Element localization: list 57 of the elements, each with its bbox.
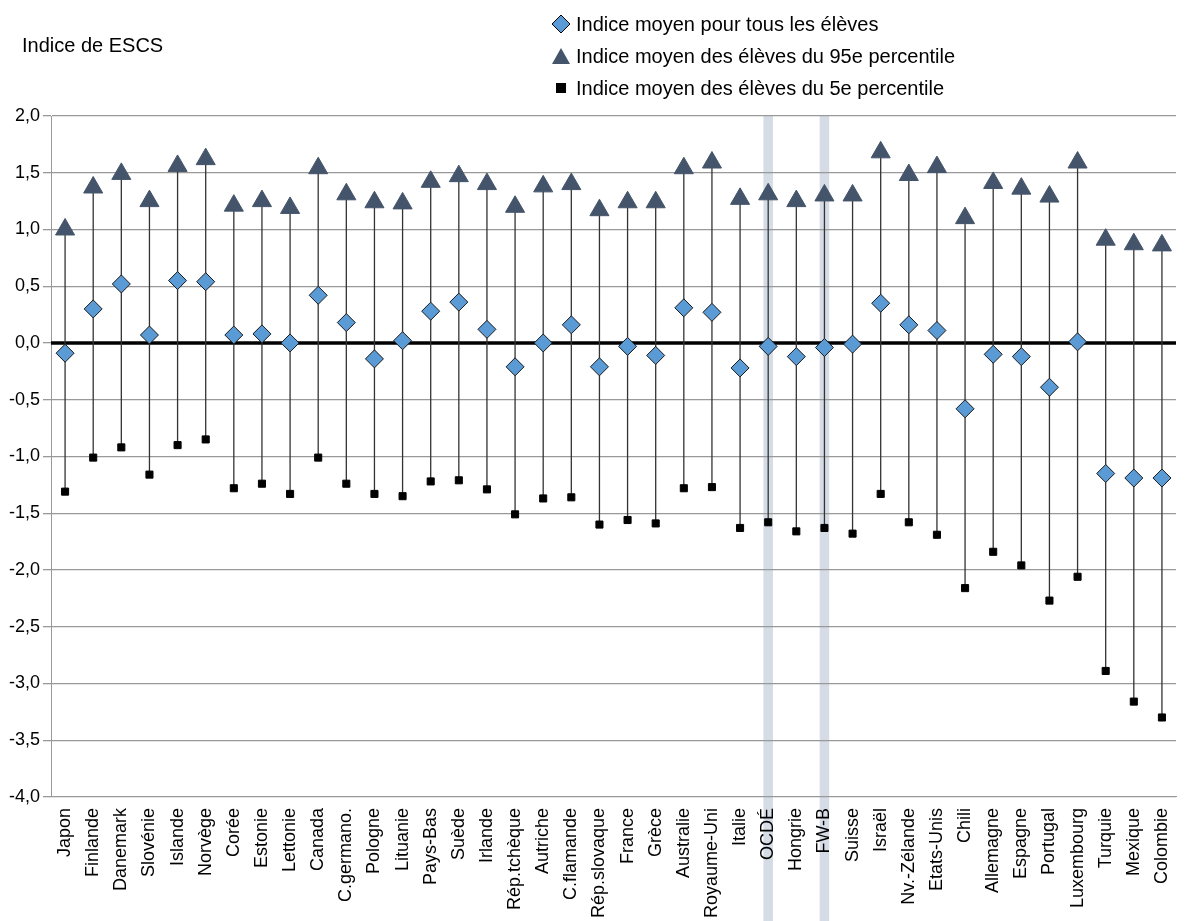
x-tick-label: Suède (447, 807, 468, 860)
x-tick-label: Islande (166, 807, 187, 866)
x-tick-label: Danemark (110, 806, 131, 891)
x-tick-label: Corée (222, 807, 243, 857)
x-tick-label: Luxembourg (1066, 807, 1087, 908)
x-tick-label: Portugal (1038, 807, 1059, 875)
y-tick-label: 1,5 (14, 161, 41, 182)
y-tick-label: -3,0 (8, 672, 41, 693)
y-tick-label: -1,0 (8, 445, 41, 466)
x-tick-label: Rép.slovaque (588, 807, 609, 918)
x-tick-label: Estonie (250, 807, 271, 868)
y-tick-label: -2,0 (8, 558, 41, 579)
x-tick-label: Slovénie (138, 807, 159, 877)
x-tick-label: Israël (869, 807, 890, 852)
x-tick-label: Finlande (82, 807, 103, 877)
x-tick-label: FW-B (813, 807, 834, 854)
x-tick-label: Norvège (194, 807, 215, 876)
x-tick-label: Pays-Bas (419, 807, 440, 885)
legend-label: Indice moyen des élèves du 95e percentile (576, 44, 956, 68)
x-tick-label: Mexique (1122, 807, 1143, 876)
x-tick-label: Autriche (532, 807, 553, 874)
y-axis-title: Indice de ESCS (22, 33, 165, 58)
y-tick-label: 1,0 (14, 218, 41, 239)
y-tick-label: -1,5 (8, 502, 41, 523)
x-tick-label: Lettonie (279, 807, 300, 872)
x-tick-label: Hongrie (785, 807, 806, 871)
y-tick-label: 0,5 (14, 275, 41, 296)
x-tick-label: Grèce (644, 807, 665, 857)
x-tick-label: OCDÉ (757, 807, 778, 860)
y-tick-label: 0,0 (14, 331, 41, 352)
x-tick-label: Canada (307, 806, 328, 871)
y-tick-label: 2,0 (14, 104, 41, 125)
legend-label: Indice moyen pour tous les élèves (576, 12, 879, 36)
x-tick-label: Chili (954, 807, 975, 843)
x-tick-label: Turquie (1094, 807, 1115, 869)
x-tick-label: Irlande (475, 807, 496, 863)
x-tick-label: Japon (54, 807, 75, 857)
x-tick-label: Espagne (1010, 807, 1031, 879)
x-tick-label: Etats-Unis (925, 807, 946, 891)
x-tick-label: France (616, 807, 637, 864)
x-tick-label: Royaume-Uni (700, 807, 721, 918)
x-tick-label: Colombie (1150, 807, 1171, 884)
x-tick-label: Allemagne (982, 807, 1003, 893)
y-tick-label: -3,5 (8, 729, 41, 750)
x-tick-label: Lituanie (391, 807, 412, 871)
y-tick-label: -4,0 (8, 785, 41, 806)
y-tick-label: -0,5 (8, 388, 41, 409)
legend-label: Indice moyen des élèves du 5e percentile (576, 76, 945, 100)
x-tick-label: Australie (672, 807, 693, 878)
x-tick-label: Nv.-Zélande (897, 807, 918, 905)
x-tick-label: C.flamande (560, 807, 581, 900)
x-tick-label: Rép.tchèque (504, 807, 525, 910)
x-tick-label: C.germano. (335, 807, 356, 902)
x-tick-label: Italie (729, 807, 750, 846)
x-tick-label: Pologne (363, 807, 384, 874)
y-tick-label: -2,5 (8, 615, 41, 636)
x-tick-label: Suisse (841, 807, 862, 862)
